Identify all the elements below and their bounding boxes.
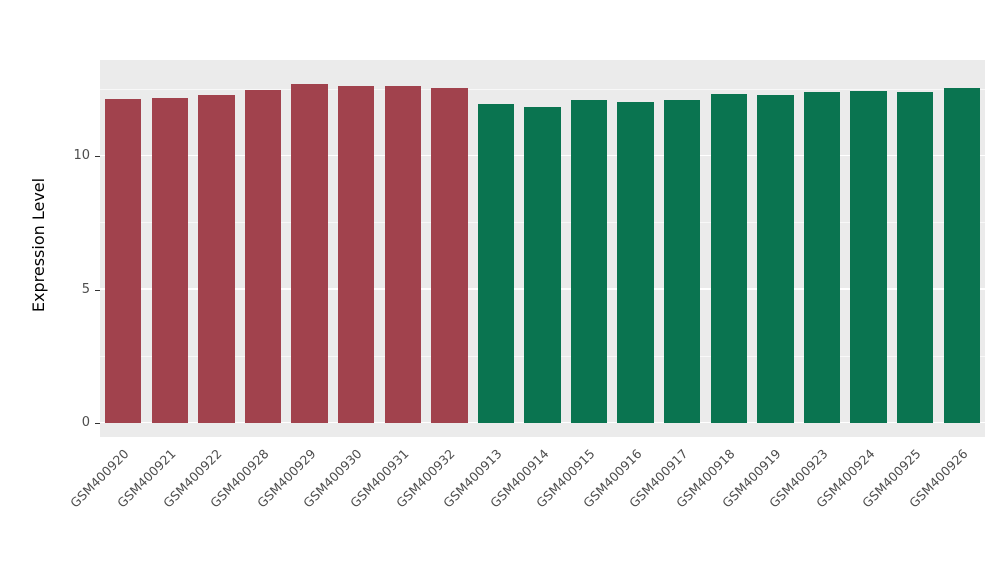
bar-GSM400922 (198, 95, 235, 423)
minor-gridline (100, 88, 985, 90)
bar-GSM400918 (710, 93, 747, 423)
y-tick-label: 5 (81, 281, 90, 297)
bar-GSM400924 (850, 91, 887, 423)
bar-GSM400914 (524, 107, 561, 423)
y-tick-mark (95, 156, 100, 158)
bar-GSM400920 (105, 99, 142, 423)
y-tick-label: 0 (81, 415, 90, 430)
bar-GSM400916 (617, 101, 654, 423)
bar-GSM400923 (803, 92, 841, 423)
bar-GSM400931 (384, 85, 421, 423)
bar-GSM400928 (244, 89, 282, 423)
bar-GSM400929 (291, 84, 328, 423)
bar-GSM400932 (431, 88, 468, 423)
bar-GSM400913 (477, 104, 515, 423)
y-tick-mark (95, 289, 100, 291)
bar-GSM400919 (757, 95, 794, 423)
bar-GSM400925 (896, 92, 934, 423)
y-tick-label: 10 (73, 148, 90, 164)
bar-GSM400917 (664, 100, 701, 423)
bar-GSM400926 (943, 88, 980, 423)
bar-GSM400921 (151, 97, 189, 423)
y-tick-mark (95, 423, 100, 424)
bar-GSM400915 (570, 100, 608, 423)
bar-GSM400930 (338, 85, 375, 423)
plot-panel (100, 60, 985, 437)
